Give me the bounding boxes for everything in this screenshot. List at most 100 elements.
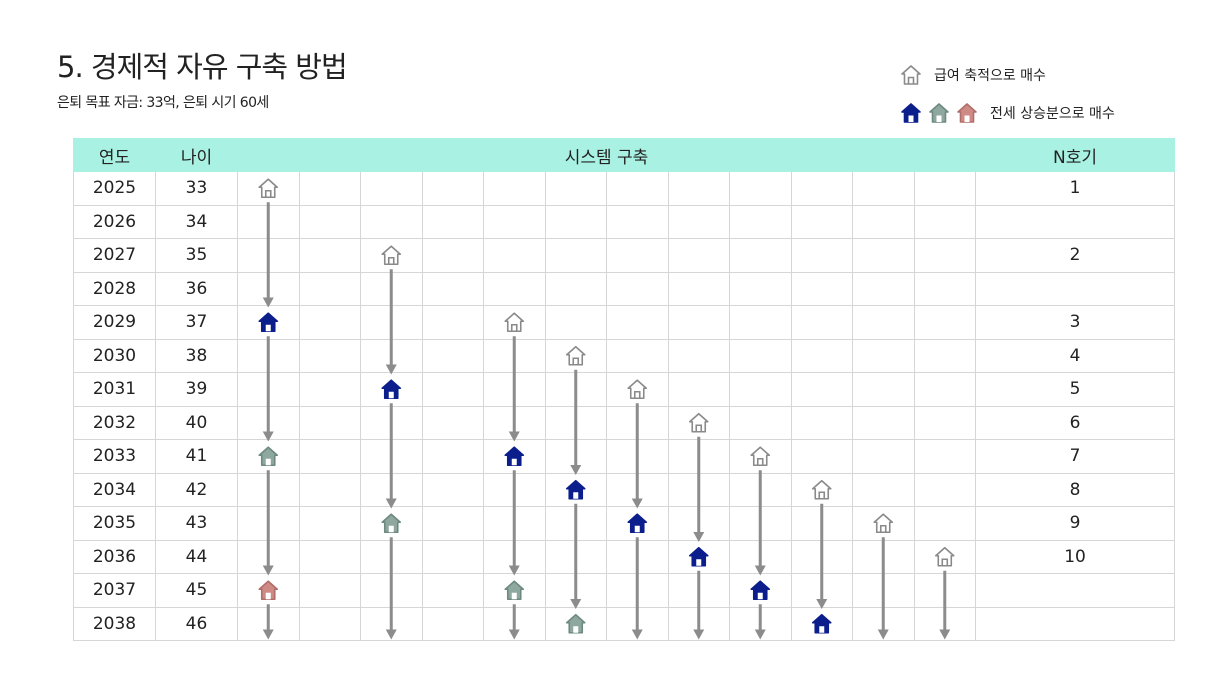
table-row: 2027 35 2 [73,238,1176,273]
n-cell: 10 [975,539,1176,574]
year-cell: 2032 [73,405,156,440]
system-cell [913,171,977,206]
system-cell [852,271,915,306]
n-cell: 1 [975,171,1176,206]
system-cell [667,472,730,507]
system-cell [729,305,792,340]
header-year: 연도 [73,138,156,172]
system-cell [237,472,300,507]
system-cell [483,439,546,474]
legend-salary: 급여 축적으로 매수 [900,64,1046,86]
system-cell [544,539,607,574]
legend-jeonse-label: 전세 상승분으로 매수 [990,106,1115,122]
year-cell: 2033 [73,439,156,474]
system-cell [483,204,546,239]
system-cell [790,271,853,306]
system-cell [483,506,546,541]
table-row: 2026 34 [73,204,1176,239]
system-cell [421,204,484,239]
system-cell [790,338,853,373]
year-cell: 2038 [73,606,156,641]
header-age: 나이 [155,138,238,172]
system-cell [483,171,546,206]
system-cell [544,573,607,608]
system-cell [237,506,300,541]
table-header-row: 연도 나이 시스템 구축 N호기 [73,138,1176,172]
system-cell [606,171,669,206]
house-sage-icon [929,103,949,123]
system-cell [298,405,361,440]
system-cell [790,606,853,641]
system-cell [237,171,300,206]
house-outline-icon [901,65,921,85]
age-cell: 40 [155,405,238,440]
system-cell [421,573,484,608]
system-cell [544,204,607,239]
system-cell [790,405,853,440]
table-row: 2029 37 3 [73,305,1176,340]
system-cell [667,405,730,440]
system-cell [421,472,484,507]
system-cell [606,271,669,306]
system-cell [729,372,792,407]
table-row: 2037 45 [73,573,1176,608]
system-cell [667,305,730,340]
system-cell [852,204,915,239]
system-cell [237,305,300,340]
legend-jeonse: 전세 상승분으로 매수 [900,102,1115,124]
age-cell: 33 [155,171,238,206]
system-cell [544,338,607,373]
system-cell [360,271,423,306]
system-cell [483,405,546,440]
system-cell [421,171,484,206]
age-cell: 39 [155,372,238,407]
system-cell [667,606,730,641]
n-cell: 9 [975,506,1176,541]
system-cell [360,305,423,340]
system-cell [360,372,423,407]
system-cell [237,573,300,608]
age-cell: 37 [155,305,238,340]
system-cell [298,539,361,574]
system-cell [298,372,361,407]
system-cell [852,338,915,373]
system-cell [790,238,853,273]
year-cell: 2028 [73,271,156,306]
house-navy-icon [901,103,921,123]
system-cell [544,171,607,206]
system-cell [237,606,300,641]
system-cell [606,372,669,407]
age-cell: 38 [155,338,238,373]
system-cell [606,204,669,239]
system-cell [237,405,300,440]
system-cell [606,472,669,507]
system-cell [483,472,546,507]
system-cell [606,506,669,541]
system-cell [544,372,607,407]
system-cell [667,271,730,306]
system-cell [667,238,730,273]
system-cell [852,573,915,608]
year-cell: 2036 [73,539,156,574]
system-cell [852,305,915,340]
system-cell [667,506,730,541]
n-cell: 4 [975,338,1176,373]
table-row: 2031 39 5 [73,372,1176,407]
system-cell [237,204,300,239]
system-cell [913,506,977,541]
system-cell [360,506,423,541]
system-cell [360,472,423,507]
system-cell [790,305,853,340]
age-cell: 44 [155,539,238,574]
system-cell [298,472,361,507]
table-row: 2025 33 1 [73,171,1176,206]
system-cell [544,405,607,440]
system-cell [298,238,361,273]
system-cell [790,439,853,474]
system-cell [790,372,853,407]
system-cell [421,271,484,306]
system-cell [729,238,792,273]
system-cell [298,606,361,641]
system-cell [852,439,915,474]
system-cell [852,238,915,273]
